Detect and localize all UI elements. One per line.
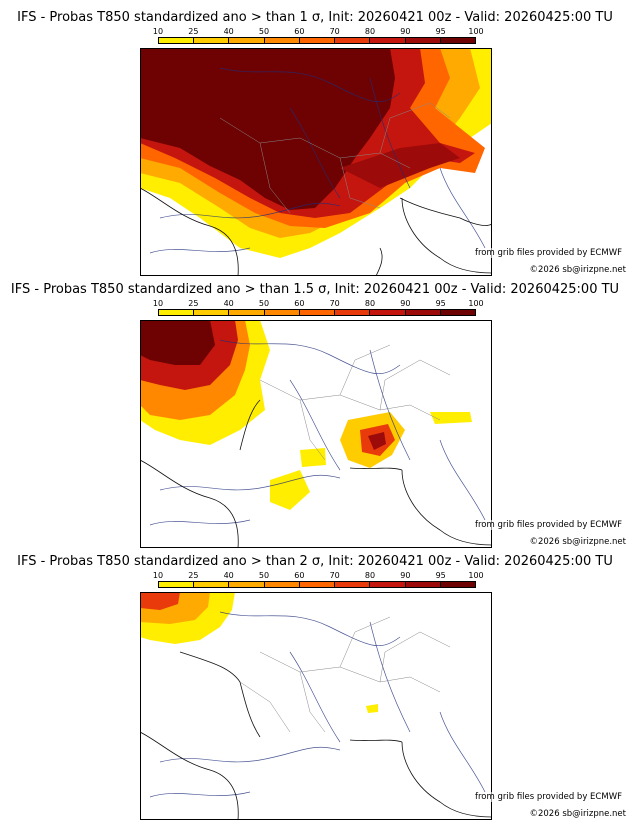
rivers — [149, 67, 486, 254]
scale-swatch — [264, 582, 300, 587]
scale-tick-label: 70 — [329, 571, 340, 580]
data-source-credit: from grib files provided by ECMWF — [475, 248, 622, 258]
panel-title: IFS - Probas T850 standardized ano > tha… — [10, 282, 620, 297]
scale-tick-label: 100 — [468, 571, 484, 580]
scale-tick-label: 60 — [294, 299, 305, 308]
panel-title: IFS - Probas T850 standardized ano > tha… — [17, 554, 613, 569]
scale-swatch — [370, 38, 406, 43]
scale-swatch — [440, 582, 475, 587]
coastlines — [140, 651, 492, 820]
coastlines — [140, 399, 492, 548]
scale-swatch — [335, 310, 371, 315]
scale-swatch — [159, 582, 195, 587]
scale-tick-label: 25 — [188, 571, 199, 580]
scale-swatch — [159, 310, 195, 315]
borders — [219, 102, 451, 214]
scale-tick-label: 50 — [258, 27, 270, 36]
scale-swatch — [405, 38, 441, 43]
borders — [259, 344, 451, 461]
scale-tick-label: 100 — [468, 299, 484, 308]
scale-swatch — [299, 310, 336, 315]
scale-swatch — [405, 310, 441, 315]
scale-tick-label: 25 — [188, 27, 199, 36]
coastlines — [140, 187, 492, 276]
map-panel-2: IFS - Probas T850 standardized ano > tha… — [0, 272, 630, 548]
scale-swatch — [264, 310, 300, 315]
scale-bar — [158, 309, 476, 316]
scale-tick-label: 90 — [400, 571, 411, 580]
scale-bar — [158, 581, 476, 588]
scale-tick-label: 10 — [152, 571, 164, 580]
scale-swatch — [159, 38, 195, 43]
scale-tick-label: 80 — [364, 571, 376, 580]
scale-tick-label: 70 — [329, 299, 340, 308]
copyright-credit: ©2026 sb@irizpne.net — [529, 537, 626, 547]
scale-swatch — [335, 582, 371, 587]
scale-tick-label: 95 — [435, 27, 446, 36]
data-source-credit: from grib files provided by ECMWF — [475, 792, 622, 802]
scale-swatch — [440, 38, 475, 43]
probability-map — [140, 320, 492, 548]
scale-tick-label: 60 — [294, 571, 305, 580]
map-panel-1: IFS - Probas T850 standardized ano > tha… — [0, 0, 630, 276]
scale-tick-label: 95 — [435, 299, 446, 308]
copyright-credit: ©2026 sb@irizpne.net — [529, 809, 626, 819]
scale-swatch — [229, 38, 265, 43]
scale-ticks: 10 25 40 50 60 70 80 90 95 100 — [153, 27, 484, 37]
scale-tick-label: 10 — [152, 27, 164, 36]
scale-swatch — [194, 38, 230, 43]
scale-tick-label: 25 — [188, 299, 199, 308]
scale-tick-label: 90 — [400, 27, 411, 36]
scale-swatch — [194, 310, 230, 315]
probability-fill — [140, 592, 378, 713]
scale-tick-label: 40 — [223, 27, 234, 36]
panel-title: IFS - Probas T850 standardized ano > tha… — [17, 10, 613, 25]
map-panel-3: IFS - Probas T850 standardized ano > tha… — [0, 544, 630, 820]
probability-fill — [140, 320, 472, 510]
scale-tick-label: 100 — [468, 27, 484, 36]
scale-tick-label: 60 — [294, 27, 305, 36]
scale-swatch — [194, 582, 230, 587]
borders — [239, 616, 451, 733]
data-source-credit: from grib files provided by ECMWF — [475, 520, 622, 530]
scale-swatch — [440, 310, 475, 315]
scale-tick-label: 70 — [329, 27, 340, 36]
scale-swatch — [299, 38, 336, 43]
scale-ticks: 10 25 40 50 60 70 80 90 95 100 — [153, 571, 484, 581]
scale-tick-label: 40 — [223, 299, 234, 308]
color-scale: 10 25 40 50 60 70 80 90 95 100 — [153, 299, 484, 319]
color-scale: 10 25 40 50 60 70 80 90 95 100 — [153, 27, 484, 47]
rivers — [149, 611, 486, 798]
scale-swatch — [335, 38, 371, 43]
scale-tick-label: 95 — [435, 571, 446, 580]
scale-swatch — [229, 310, 265, 315]
scale-tick-label: 50 — [258, 571, 270, 580]
scale-swatch — [405, 582, 441, 587]
scale-swatch — [370, 582, 406, 587]
scale-tick-label: 40 — [223, 571, 234, 580]
color-scale: 10 25 40 50 60 70 80 90 95 100 — [153, 571, 484, 591]
scale-bar — [158, 37, 476, 44]
copyright-credit: ©2026 sb@irizpne.net — [529, 265, 626, 275]
scale-swatch — [264, 38, 300, 43]
scale-ticks: 10 25 40 50 60 70 80 90 95 100 — [153, 299, 484, 309]
scale-swatch — [370, 310, 406, 315]
scale-tick-label: 80 — [364, 299, 376, 308]
scale-tick-label: 80 — [364, 27, 376, 36]
scale-tick-label: 10 — [152, 299, 164, 308]
probability-map — [140, 48, 492, 276]
scale-tick-label: 90 — [400, 299, 411, 308]
probability-map — [140, 592, 492, 820]
scale-swatch — [229, 582, 265, 587]
scale-swatch — [299, 582, 336, 587]
scale-tick-label: 50 — [258, 299, 270, 308]
rivers — [149, 339, 486, 526]
